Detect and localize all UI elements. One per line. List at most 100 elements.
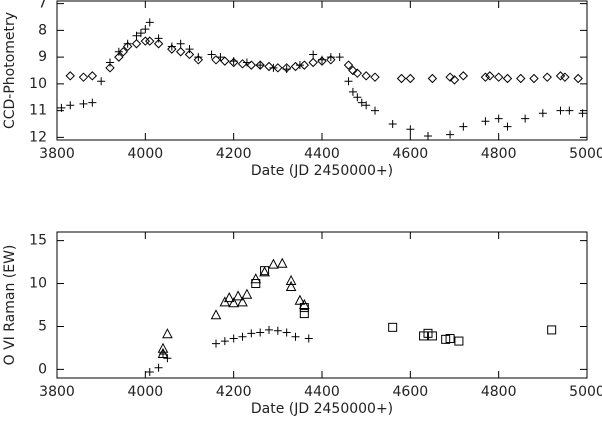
plus-marker (424, 131, 432, 140)
plus-marker (242, 58, 251, 67)
triangle-marker (223, 292, 235, 303)
triangle-marker (228, 297, 239, 308)
diamond-marker (211, 55, 221, 65)
diamond-marker (516, 73, 526, 84)
diamond-marker (449, 75, 460, 85)
square-marker (299, 303, 309, 313)
triangle-marker (241, 288, 253, 299)
plus-marker (220, 337, 229, 346)
plus-marker (154, 363, 163, 372)
diamond-marker (299, 60, 310, 70)
plus-marker (79, 99, 88, 108)
diamond-marker (573, 73, 583, 84)
plus-marker (353, 93, 362, 102)
diamond-marker (405, 73, 416, 84)
diamond-marker (153, 39, 164, 49)
plus-marker (291, 332, 300, 341)
square-marker (299, 309, 309, 319)
diamond-marker (140, 36, 151, 46)
plus-marker (207, 50, 216, 59)
square-marker (445, 333, 455, 343)
series (157, 257, 310, 358)
triangle-marker (237, 296, 248, 307)
plus-marker (185, 45, 194, 54)
diamond-marker (237, 59, 248, 69)
plus-marker (66, 101, 75, 110)
y-tick-label: 11 (29, 103, 47, 119)
plus-marker (256, 328, 265, 337)
x-tick-label: 3800 (39, 384, 75, 400)
plus-marker (578, 109, 587, 118)
plus-marker (304, 334, 313, 343)
y-tick-label: 10 (29, 276, 47, 292)
diamond-marker (193, 55, 204, 65)
plus-marker (344, 77, 353, 86)
diamond-marker (273, 63, 283, 73)
triangle-marker (276, 257, 288, 268)
plus-marker (145, 367, 154, 376)
plus-marker (216, 53, 225, 62)
x-axis-label: Date (JD 2450000+) (251, 163, 393, 179)
plus-marker (229, 57, 238, 66)
diamond-marker (65, 71, 75, 81)
plus-marker (318, 55, 326, 64)
plus-marker (282, 65, 291, 74)
plus-marker (362, 101, 371, 110)
square-marker (388, 322, 398, 332)
triangle-marker (210, 309, 222, 320)
plus-marker (159, 349, 167, 358)
x-axis-label: Date (JD 2450000+) (251, 401, 393, 417)
plus-marker (388, 119, 397, 128)
diamond-marker (427, 73, 438, 84)
diamond-marker (264, 61, 274, 72)
plus-marker (494, 114, 503, 123)
diamond-marker (445, 72, 455, 82)
plus-marker (141, 25, 150, 34)
plus-marker (357, 98, 366, 107)
y-axis-label: CCD-Photometry (2, 12, 18, 129)
triangle-marker (162, 328, 173, 339)
diamond-marker (290, 61, 301, 72)
diamond-marker (105, 63, 115, 73)
plus-marker (212, 339, 220, 348)
plus-marker (163, 354, 172, 363)
square-marker (260, 266, 270, 276)
diamond-marker (529, 73, 539, 84)
diamond-marker (118, 47, 128, 57)
diamond-marker (458, 71, 469, 81)
x-tick-label: 4000 (128, 384, 164, 400)
plus-marker (106, 58, 114, 67)
x-tick-label: 4800 (481, 384, 517, 400)
x-tick-label: 4000 (128, 146, 164, 162)
diamond-marker (370, 72, 380, 82)
plus-marker (565, 106, 574, 115)
plus-marker (194, 53, 203, 62)
diamond-marker (246, 60, 257, 70)
triangle-marker (285, 274, 297, 285)
triangle-marker (285, 280, 297, 291)
plot-frame (56, 231, 588, 379)
x-tick-label: 4600 (393, 146, 429, 162)
plus-marker (348, 87, 357, 96)
plus-marker (265, 325, 273, 334)
plus-marker (114, 47, 123, 56)
plus-marker (88, 98, 97, 107)
plus-marker (295, 61, 304, 70)
diamond-marker (396, 73, 407, 84)
y-tick-label: 9 (38, 49, 47, 65)
y-tick-label: 12 (29, 129, 47, 145)
plus-marker (282, 328, 291, 337)
diamond-marker (87, 71, 98, 81)
plus-marker (309, 50, 318, 59)
y-tick-label: 7 (38, 0, 47, 12)
diamond-marker (348, 65, 358, 76)
plus-marker (273, 326, 282, 335)
diamond-marker (493, 72, 504, 82)
x-tick-label: 4600 (393, 384, 429, 400)
diamond-marker (78, 72, 89, 82)
triangle-marker (259, 266, 270, 277)
plus-marker (406, 125, 415, 134)
plus-marker (269, 63, 278, 72)
x-tick-label: 5000 (569, 384, 602, 400)
y-tick-label: 8 (38, 22, 47, 38)
